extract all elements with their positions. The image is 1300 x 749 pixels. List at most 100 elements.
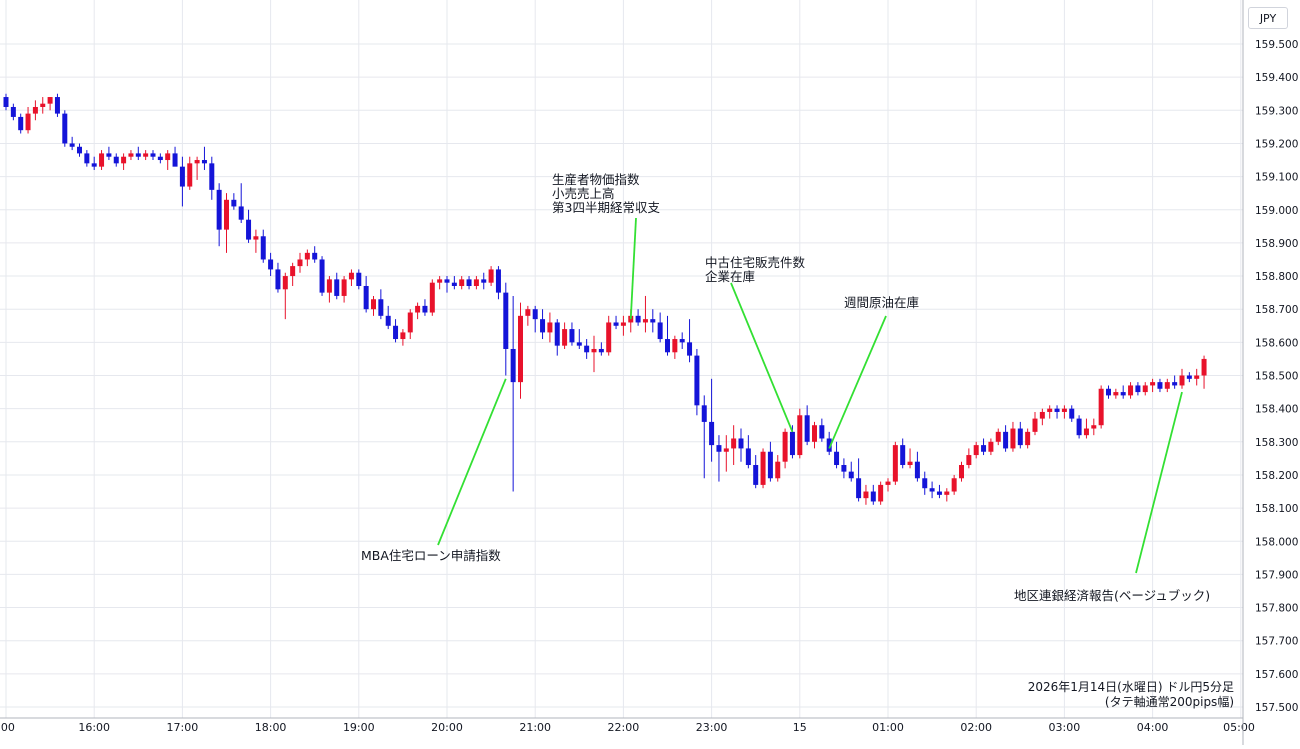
annotation-label: 地区連銀経済報告(ベージュブック) (1014, 588, 1210, 603)
candle-body (326, 279, 332, 293)
candle-body (1172, 382, 1178, 386)
caption-line-2: (タテ軸通常200pips幅) (1104, 695, 1234, 709)
candle-body (981, 445, 987, 452)
candle-body (297, 259, 303, 267)
candle-body (113, 156, 119, 164)
candle-body (1142, 385, 1148, 393)
y-tick-label: 158.600 (1255, 337, 1298, 349)
candle-body (3, 97, 9, 107)
candle-body (187, 163, 193, 187)
y-tick-label: 158.900 (1255, 238, 1298, 250)
candle-body (437, 279, 443, 283)
x-tick-label: 18:00 (255, 721, 287, 734)
candle-body (231, 199, 237, 207)
x-tick-label: 21:00 (519, 721, 551, 734)
candle-body (69, 143, 75, 147)
candle-body (1047, 408, 1053, 412)
y-tick-label: 158.100 (1255, 503, 1298, 515)
candle-body (62, 113, 68, 144)
annotation-connector (437, 378, 507, 546)
candle-body (716, 445, 722, 452)
currency-label[interactable]: JPY (1248, 7, 1288, 29)
annotation-connector (1135, 391, 1183, 574)
candle-body (672, 339, 678, 353)
candle-body (18, 116, 24, 131)
candle-body (312, 252, 318, 260)
candle-body (341, 279, 347, 296)
x-tick-label: 22:00 (608, 721, 640, 734)
candle-body (157, 156, 163, 161)
candle-body (642, 319, 648, 323)
y-tick-label: 159.500 (1255, 39, 1298, 51)
annotation-connector (629, 217, 637, 320)
annotation-label: MBA住宅ローン申請指数 (361, 548, 501, 563)
candle-body (371, 299, 376, 310)
candle-body (473, 279, 479, 286)
candle-body (1164, 382, 1170, 389)
candle-body (812, 425, 817, 442)
candle-body (525, 309, 531, 316)
candle-body (1069, 408, 1075, 419)
y-tick-label: 158.700 (1255, 304, 1298, 316)
candle-body (194, 160, 200, 164)
x-tick-label: 15 (793, 721, 807, 734)
candle-body (870, 491, 876, 502)
candle-body (481, 279, 487, 283)
candle-body (1039, 411, 1045, 419)
candle-body (540, 319, 546, 333)
candle-body (620, 322, 626, 326)
annotation-label: 中古住宅販売件数 (705, 255, 806, 270)
y-tick-label: 158.000 (1255, 536, 1298, 548)
x-tick-label: 16:00 (78, 721, 110, 734)
candle-body (569, 329, 575, 343)
chart-caption: 2026年1月14日(水曜日) ドル円5分足 (タテ軸通常200pips幅) (1028, 680, 1234, 710)
candle-body (929, 488, 935, 492)
x-tick-label: 02:00 (960, 721, 992, 734)
y-tick-label: 159.200 (1255, 138, 1298, 150)
candle-body (201, 160, 207, 164)
y-tick-label: 158.500 (1255, 371, 1298, 383)
candle-body (32, 106, 38, 114)
candle-body (856, 478, 862, 499)
candle-body (789, 431, 795, 456)
candle-body (1061, 408, 1067, 412)
candle-body (143, 153, 149, 157)
candle-body (650, 319, 656, 323)
candle-body (635, 315, 641, 323)
candle-body (745, 448, 751, 466)
candle-body (209, 163, 215, 190)
candle-body (826, 438, 832, 452)
candle-body (907, 461, 913, 466)
candle-body (1017, 428, 1023, 446)
candle-body (892, 445, 898, 482)
candle-body (1113, 392, 1119, 396)
candle-body (179, 166, 185, 187)
candle-body (598, 348, 604, 353)
annotation-label: 小売売上高 (552, 186, 615, 201)
candle-body (694, 355, 700, 406)
y-tick-label: 159.300 (1255, 105, 1298, 117)
candle-body (959, 465, 964, 479)
candle-body (1003, 431, 1009, 449)
candle-body (1194, 375, 1200, 379)
x-tick-label: 23:00 (696, 721, 728, 734)
candle-body (128, 153, 134, 157)
candle-body (878, 484, 884, 502)
candle-body (863, 491, 869, 499)
candle-body (804, 415, 810, 442)
candle-body (1032, 418, 1038, 432)
candle-body (488, 269, 494, 283)
candle-body (10, 106, 16, 117)
candle-body (1083, 428, 1089, 436)
candle-body (1025, 431, 1031, 446)
candle-body (797, 415, 803, 456)
x-tick-label: 05:00 (1223, 721, 1255, 734)
candle-body (900, 445, 906, 466)
candle-body (701, 405, 707, 422)
candle-body (415, 305, 421, 313)
y-tick-label: 159.100 (1255, 172, 1298, 184)
candle-body (738, 438, 744, 449)
candle-body (554, 322, 560, 346)
candle-body (922, 478, 928, 489)
